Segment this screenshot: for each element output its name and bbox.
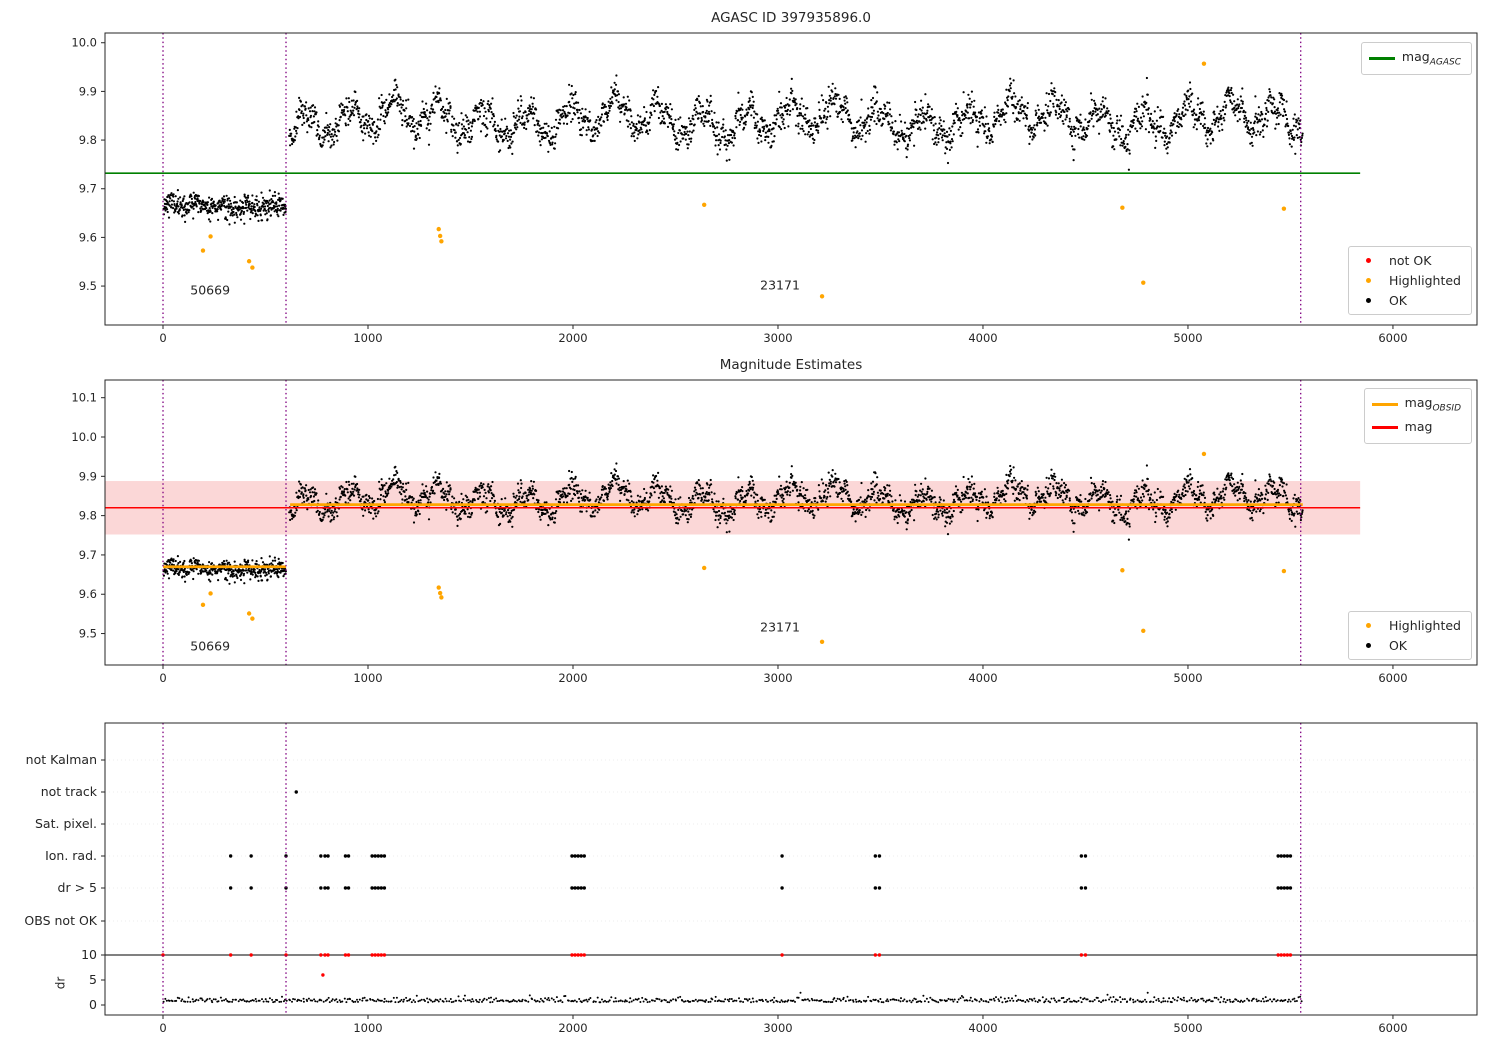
svg-text:9.7: 9.7 bbox=[79, 182, 97, 196]
flag-row-label-sat-pixel: Sat. pixel. bbox=[35, 816, 97, 831]
flag-row-label-ion-rad: Ion. rad. bbox=[45, 848, 97, 863]
svg-text:3000: 3000 bbox=[763, 331, 792, 345]
svg-text:10.0: 10.0 bbox=[71, 36, 97, 50]
svg-text:4000: 4000 bbox=[968, 331, 997, 345]
highlighted-points bbox=[200, 61, 1287, 299]
svg-text:0: 0 bbox=[159, 331, 166, 345]
flags-chart: 0 1000 2000 3000 4000 5000 6000 bbox=[101, 722, 1478, 1035]
dr-axis-label: dr bbox=[53, 976, 68, 990]
legend-label-highlighted-2: Highlighted bbox=[1388, 618, 1461, 633]
svg-text:6000: 6000 bbox=[1378, 331, 1407, 345]
svg-text:9.5: 9.5 bbox=[79, 279, 97, 293]
magnitude-estimates-chart: 0 1000 2000 3000 4000 5000 600010.110.09.99.89… bbox=[71, 379, 1478, 685]
legend-mag-lines: magOBSID mag bbox=[1363, 388, 1472, 444]
dr-tick-10: 10 bbox=[81, 947, 97, 962]
dr-tick-0: 0 bbox=[89, 997, 97, 1012]
legend-entry-not-ok: not OK bbox=[1356, 253, 1461, 268]
legend-mag-agasc: magAGASC bbox=[1360, 42, 1472, 75]
flag-row-label-not-track: not track bbox=[40, 784, 97, 799]
legend-entry-highlighted: Highlighted bbox=[1356, 273, 1461, 288]
legend-entry-ok-2: OK bbox=[1356, 638, 1461, 653]
legend-entry-mag-agasc: magAGASC bbox=[1368, 49, 1461, 68]
flag-row-label-obs-not-ok: OBS not OK bbox=[24, 913, 97, 928]
legend-label-highlighted: Highlighted bbox=[1388, 273, 1461, 288]
annotation-50669: 50669 bbox=[190, 282, 231, 298]
annotation-50669: 50669 bbox=[190, 638, 231, 654]
legend-point-classes-2: Highlighted OK bbox=[1347, 611, 1472, 660]
mag-agasc-line-swatch bbox=[1368, 56, 1395, 60]
mag-obsid-line-swatch bbox=[1371, 402, 1398, 406]
legend-label-mag-agasc: magAGASC bbox=[1401, 49, 1461, 68]
svg-text:1000: 1000 bbox=[353, 331, 382, 345]
dr-red-points bbox=[161, 953, 1293, 977]
not-ok-dot-swatch bbox=[1366, 258, 1372, 263]
chart1-title: AGASC ID 397935896.0 bbox=[711, 10, 871, 26]
ok-points bbox=[162, 74, 1304, 226]
dr-trace bbox=[162, 991, 1303, 1004]
svg-text:5000: 5000 bbox=[1173, 331, 1202, 345]
legend-label-ok: OK bbox=[1388, 293, 1407, 308]
legend-label-mag: mag bbox=[1404, 418, 1433, 434]
legend-label-ok-2: OK bbox=[1388, 638, 1407, 653]
ok-dot-swatch-2 bbox=[1366, 643, 1372, 648]
highlighted-dot-swatch-2 bbox=[1366, 623, 1372, 628]
legend-entry-mag: mag bbox=[1371, 418, 1461, 438]
highlighted-points bbox=[200, 451, 1287, 645]
legend-entry-mag-obsid: magOBSID bbox=[1371, 395, 1461, 414]
legend-entry-highlighted-2: Highlighted bbox=[1356, 618, 1461, 633]
mag-line-swatch bbox=[1371, 426, 1398, 430]
flag-row-label-dr-gt-5: dr > 5 bbox=[57, 880, 97, 895]
flag-row-label-not-kalman: not Kalman bbox=[25, 752, 97, 767]
svg-text:2000: 2000 bbox=[558, 331, 587, 345]
legend-point-classes-1: not OK Highlighted OK bbox=[1347, 246, 1472, 315]
legend-label-mag-obsid: magOBSID bbox=[1404, 395, 1461, 414]
annotation-23171: 23171 bbox=[760, 277, 800, 293]
ok-dot-swatch bbox=[1366, 298, 1372, 303]
annotation-23171: 23171 bbox=[760, 619, 800, 635]
svg-text:9.8: 9.8 bbox=[79, 133, 97, 147]
svg-text:9.9: 9.9 bbox=[79, 84, 97, 98]
chart2-title: Magnitude Estimates bbox=[719, 357, 863, 373]
legend-label-not-ok: not OK bbox=[1388, 253, 1432, 268]
dr-tick-5: 5 bbox=[89, 972, 97, 987]
legend-entry-ok: OK bbox=[1356, 293, 1461, 308]
highlighted-dot-swatch bbox=[1366, 278, 1372, 283]
agasc-mag-chart: 0 1000 2000 3000 4000 5000 6000 10.0 9.9 9.8 9.7 9.… bbox=[71, 32, 1478, 345]
svg-text:9.6: 9.6 bbox=[79, 230, 97, 244]
